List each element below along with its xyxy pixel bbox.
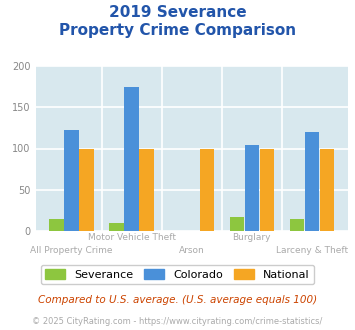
Text: Compared to U.S. average. (U.S. average equals 100): Compared to U.S. average. (U.S. average … xyxy=(38,295,317,305)
Text: © 2025 CityRating.com - https://www.cityrating.com/crime-statistics/: © 2025 CityRating.com - https://www.city… xyxy=(32,317,323,326)
Text: Burglary: Burglary xyxy=(233,233,271,242)
Bar xyxy=(305,132,319,231)
Bar xyxy=(260,148,274,231)
Bar xyxy=(109,223,124,231)
Text: Motor Vehicle Theft: Motor Vehicle Theft xyxy=(88,233,176,242)
Bar xyxy=(49,219,64,231)
Text: Arson: Arson xyxy=(179,246,204,255)
Bar xyxy=(124,86,139,231)
Bar xyxy=(320,148,334,231)
Bar xyxy=(140,148,154,231)
Bar xyxy=(245,145,259,231)
Text: Property Crime Comparison: Property Crime Comparison xyxy=(59,23,296,38)
Bar xyxy=(200,148,214,231)
Text: 2019 Severance: 2019 Severance xyxy=(109,5,246,20)
Text: Larceny & Theft: Larceny & Theft xyxy=(276,246,348,255)
Bar xyxy=(80,148,94,231)
Text: All Property Crime: All Property Crime xyxy=(30,246,113,255)
Legend: Severance, Colorado, National: Severance, Colorado, National xyxy=(41,265,314,284)
Bar xyxy=(290,219,304,231)
Bar xyxy=(230,217,244,231)
Bar xyxy=(64,129,79,231)
